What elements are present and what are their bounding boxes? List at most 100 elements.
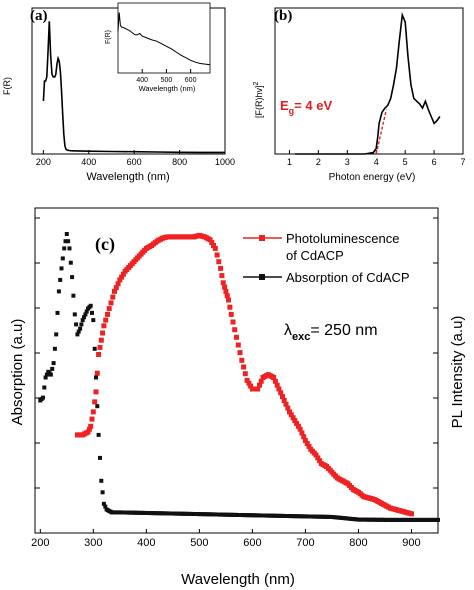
pl-point [276,386,282,392]
absorption-point [63,239,68,244]
panel-b-x-tick-label: 1 [287,157,292,167]
pl-point [302,438,308,444]
pl-point [89,416,95,422]
pl-point [241,364,247,370]
panel-a-x-tick-label: 800 [172,157,187,167]
pl-point [283,401,289,407]
pl-point [101,323,107,329]
pl-point [88,423,94,429]
pl-point [224,293,230,299]
panel-c-label: (c) [95,234,115,255]
panel-c-left-y-axis-label: Absorption (a.u) [9,319,26,426]
legend-label-pl-line2: of CdACP [286,248,344,263]
pl-point [214,252,220,258]
band-gap-annotation-rest: = 4 eV [294,98,332,113]
pl-point [97,344,103,350]
absorption-point [99,478,104,483]
pl-point [292,418,298,424]
absorption-point [59,266,64,271]
pl-point [216,259,222,265]
pl-point [258,378,264,384]
band-gap-annotation: Eg= 4 eV [280,98,332,116]
excitation-annotation-rest: = 250 nm [310,322,377,339]
absorption-point [62,246,67,251]
pl-point [228,311,234,317]
panel-b-y-axis-label: [F(R)hv]2 [253,82,264,119]
absorption-point [98,455,102,460]
absorption-point [64,232,69,236]
pl-point [98,337,104,343]
absorption-point [55,310,60,315]
pl-point [105,311,110,317]
panel-a-series-line [42,21,225,154]
absorption-point [54,332,59,337]
absorption-point [72,312,77,317]
pl-point [271,375,277,380]
pl-point [227,304,233,310]
absorption-point [91,318,96,323]
pl-point [239,357,245,363]
excitation-annotation-main: λ [284,322,292,339]
pl-point [113,285,119,291]
absorption-point [42,385,47,390]
absorption-point [68,260,73,265]
inset-frame [117,2,211,74]
pl-point [244,377,250,383]
band-gap-annotation-main: E [280,98,289,113]
panel-a-x-tick-label: 200 [36,157,51,167]
panel-b-label: (b) [274,8,292,24]
inset-x-tick-label: 500 [161,77,173,84]
panel-c: (c) Absorption (a.u) PL Intensity (a.u) … [9,207,466,588]
panel-c-y-ticks [35,217,438,534]
absorption-point [71,293,76,298]
pl-point [299,430,305,436]
pl-point [120,271,126,277]
panel-a-x-tick-label: 600 [127,157,142,167]
pl-point [86,426,92,432]
pl-point [207,237,213,243]
pl-point [295,423,301,429]
absorption-point [52,346,57,351]
pl-point [280,394,285,400]
excitation-annotation-sub: exc [292,331,310,343]
pl-point [274,382,280,388]
series-absorption [38,232,440,522]
pl-point [119,274,125,280]
absorption-point [84,309,89,314]
absorption-point [70,275,75,280]
panel-c-x-tick-label: 800 [349,537,367,549]
panel-c-axes-frame [34,207,439,534]
pl-point [94,370,100,376]
absorption-point [83,312,88,317]
pl-point [223,288,229,294]
pl-point [218,265,224,271]
pl-point [115,281,121,287]
pl-point [281,398,287,403]
pl-point [317,458,323,464]
legend: Photoluminescence of CdACP Absorption of… [243,231,410,285]
panel-c-x-ticks: 200 300 400 500 600 700 800 900 [31,529,421,549]
panel-c-x-tick-label: 600 [243,537,261,549]
panel-a-inset: F(R) Wavelength (nm) 400 500 600 [105,2,211,93]
pl-point [409,511,414,517]
pl-point [290,415,296,421]
panel-a-x-axis-label: Wavelength (nm) [86,171,169,183]
pl-point [288,412,294,418]
pl-point [255,386,261,392]
panel-a-x-tick-label: 400 [81,157,96,167]
band-gap-annotation-sub: g [289,106,295,116]
pl-point [219,273,225,279]
inset-y-axis-label: F(R) [105,30,112,44]
legend-marker-pl [259,235,265,241]
pl-point [85,429,91,435]
panel-a-y-axis-label: F(R) [2,77,12,95]
pl-point [242,371,248,377]
pl-point [96,352,102,357]
pl-point [108,300,114,306]
pl-point [90,409,96,415]
absorption-point [103,504,108,509]
absorption-point [436,517,440,522]
absorption-point [50,366,55,371]
panel-b-x-tick-label: 3 [345,157,350,167]
pl-point [246,380,252,386]
